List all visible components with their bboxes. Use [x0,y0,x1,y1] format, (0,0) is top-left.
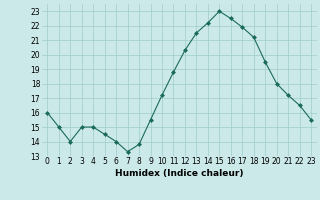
X-axis label: Humidex (Indice chaleur): Humidex (Indice chaleur) [115,169,244,178]
